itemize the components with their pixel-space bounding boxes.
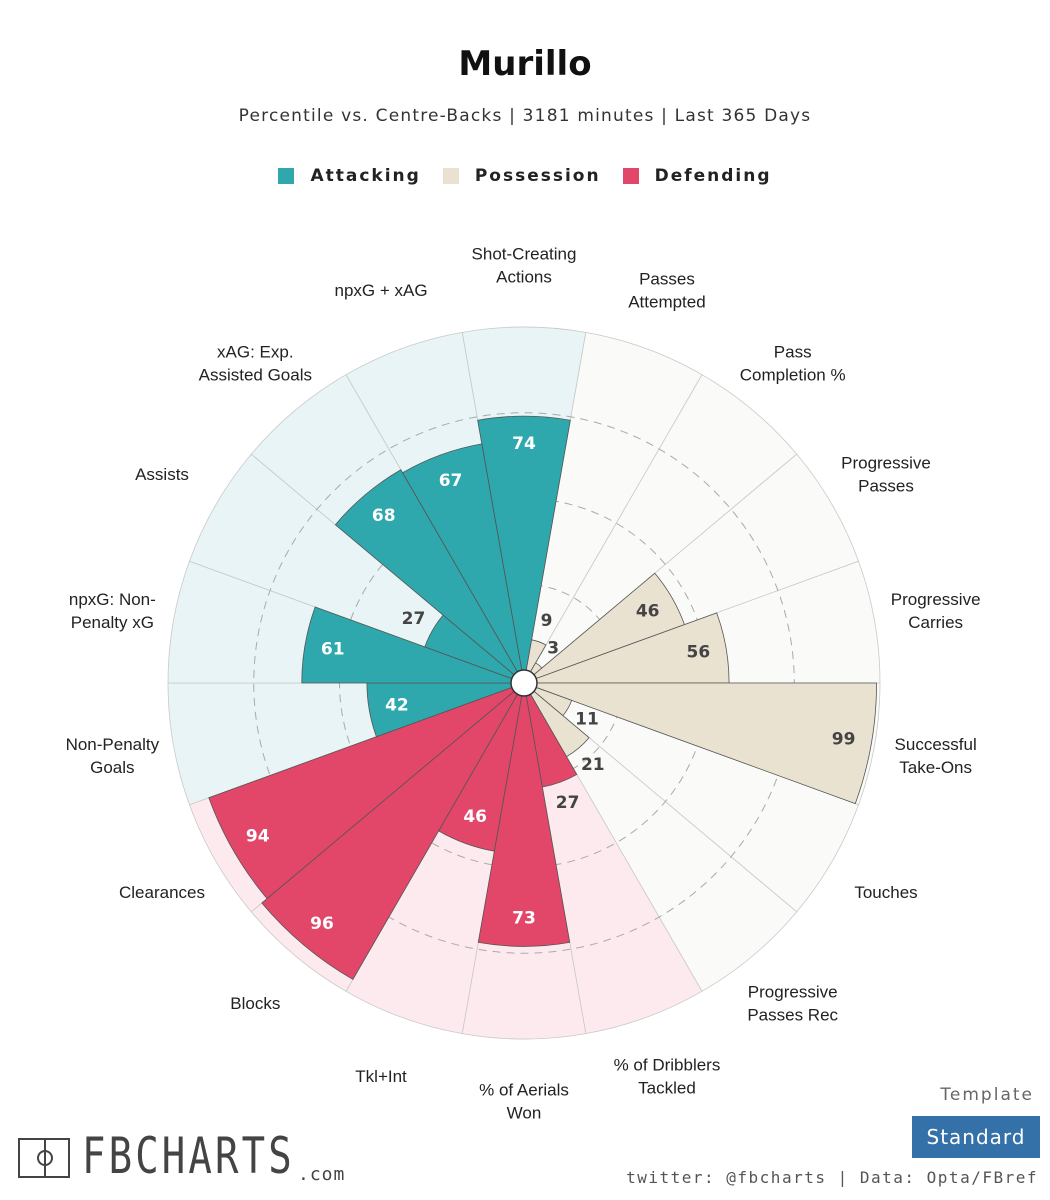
category-label-line: Progressive [841, 454, 931, 473]
category-label-line: Assisted Goals [199, 365, 312, 384]
legend-swatch-possession [442, 168, 459, 184]
value-label-touches: 11 [575, 709, 599, 729]
category-label-xag-exp-assisted-goals: xAG: Exp. Assisted Goals [199, 342, 312, 384]
legend-label-defending: Defending [654, 166, 772, 186]
value-label-progressive-passes: 46 [636, 602, 660, 622]
fbcharts-logo: FBCHARTS .com [18, 1127, 355, 1185]
category-label-line: Clearances [119, 883, 205, 902]
category-label-line: Non-Penalty [66, 735, 160, 754]
value-label-tkl-int: 46 [463, 807, 487, 827]
value-label-npxg-non-penalty-xg: 61 [321, 639, 345, 659]
category-label-line: Progressive [748, 983, 838, 1002]
category-label-passes-attempted: Passes Attempted [628, 270, 706, 312]
chart-title: Murillo [458, 44, 592, 84]
category-label-line: Progressive [891, 590, 981, 609]
value-label-pass-completion: 3 [547, 638, 559, 658]
legend-label-possession: Possession [474, 166, 601, 186]
category-label-line: Actions [496, 268, 552, 287]
category-label-progressive-carries: Progressive Carries [891, 590, 981, 632]
category-label-npxg-non-penalty-xg: npxG: Non- Penalty xG [69, 590, 156, 632]
category-label-non-penalty-goals: Non-Penalty Goals [66, 735, 160, 777]
category-label-clearances: Clearances [119, 883, 205, 902]
category-label-line: % of Dribblers [614, 1055, 721, 1074]
logo-text: FBCHARTS [82, 1127, 295, 1185]
category-label-line: Assists [135, 465, 189, 484]
category-label-assists: Assists [135, 465, 189, 484]
center-hub [510, 669, 538, 697]
value-label-passes-attempted: 9 [541, 611, 553, 631]
value-label-blocks: 96 [310, 914, 334, 934]
category-label-line: Completion % [740, 365, 846, 384]
category-label-line: Carries [908, 613, 963, 632]
legend-swatch-defending [622, 168, 639, 184]
value-label-assists: 27 [402, 609, 426, 629]
category-label-line: Passes Rec [747, 1006, 838, 1025]
template-label: Template [940, 1085, 1034, 1105]
category-label-progressive-passes-rec: Progressive Passes Rec [747, 983, 838, 1025]
value-label-successful-take-ons: 99 [832, 729, 856, 749]
legend-item-defending: Defending [622, 166, 772, 186]
category-label-line: Penalty xG [71, 613, 154, 632]
category-label-npxg-xag: npxG + xAG [334, 281, 427, 300]
category-label-line: Passes [858, 477, 914, 496]
value-label-of-dribblers-tackled: 27 [556, 793, 580, 813]
category-label-of-aerials-won: % of Aerials Won [479, 1081, 569, 1123]
category-label-line: Goals [90, 758, 134, 777]
category-label-tkl-int: Tkl+Int [355, 1067, 407, 1086]
legend-label-attacking: Attacking [310, 166, 421, 186]
value-label-clearances: 94 [246, 827, 270, 847]
category-label-line: Tackled [638, 1078, 696, 1097]
category-label-successful-take-ons: Successful Take-Ons [895, 735, 977, 777]
category-label-progressive-passes: Progressive Passes [841, 454, 931, 496]
category-label-line: Touches [854, 883, 917, 902]
category-label-touches: Touches [854, 883, 917, 902]
category-label-line: Take-Ons [899, 758, 972, 777]
logo-suffix: .com [298, 1164, 346, 1185]
value-label-shot-creating-actions: 74 [512, 434, 536, 454]
value-label-of-aerials-won: 73 [512, 908, 536, 928]
category-label-line: Won [507, 1104, 542, 1123]
value-label-xag-exp-assisted-goals: 68 [372, 506, 396, 526]
category-label-blocks: Blocks [230, 994, 280, 1013]
category-label-of-dribblers-tackled: % of Dribblers Tackled [614, 1055, 721, 1097]
chart-subtitle: Percentile vs. Centre-Backs | 3181 minut… [238, 106, 812, 126]
template-badge: Standard [912, 1116, 1040, 1158]
category-label-line: Pass [774, 342, 812, 361]
category-label-line: Shot-Creating [472, 245, 577, 264]
credits: twitter: @fbcharts | Data: Opta/FBref [626, 1168, 1038, 1187]
value-label-npxg-xag: 67 [439, 471, 463, 491]
legend-item-possession: Possession [442, 166, 601, 186]
category-label-shot-creating-actions: Shot-Creating Actions [472, 245, 577, 287]
legend-swatch-attacking [278, 168, 295, 184]
category-label-line: Tkl+Int [355, 1067, 407, 1086]
value-label-progressive-carries: 56 [687, 642, 711, 662]
category-label-line: % of Aerials [479, 1081, 569, 1100]
category-label-line: Successful [895, 735, 977, 754]
category-label-pass-completion: Pass Completion % [740, 342, 846, 384]
legend-item-attacking: Attacking [278, 166, 420, 186]
category-label-line: Blocks [230, 994, 280, 1013]
category-label-line: Passes [639, 270, 695, 289]
category-label-line: npxG: Non- [69, 590, 156, 609]
pitch-icon [18, 1138, 70, 1178]
value-label-non-penalty-goals: 42 [385, 695, 409, 715]
value-label-progressive-passes-rec: 21 [581, 755, 605, 775]
category-label-line: Attempted [628, 293, 706, 312]
category-label-line: npxG + xAG [334, 281, 427, 300]
category-label-line: xAG: Exp. [217, 342, 294, 361]
legend: Attacking Possession Defending [0, 166, 1050, 186]
